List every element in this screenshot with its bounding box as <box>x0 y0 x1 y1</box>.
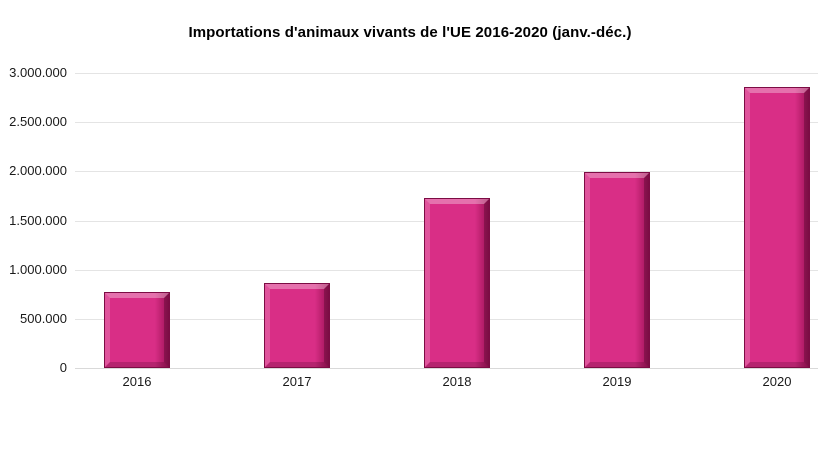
y-tick-label: 2.000.000 <box>9 163 67 178</box>
bar-2017 <box>264 283 330 368</box>
bar-2019 <box>584 172 650 368</box>
x-tick-label: 2019 <box>602 374 632 389</box>
y-tick-label: 1.500.000 <box>9 213 67 228</box>
y-tick-label: 3.000.000 <box>9 65 67 80</box>
x-tick-label: 2018 <box>442 374 472 389</box>
y-tick-label: 2.500.000 <box>9 114 67 129</box>
bar-2020 <box>744 87 810 368</box>
bar-2016 <box>104 292 170 368</box>
x-tick-label: 2017 <box>282 374 312 389</box>
y-gridline <box>75 73 818 74</box>
x-tick-label: 2016 <box>122 374 152 389</box>
y-tick-label: 500.000 <box>20 311 67 326</box>
x-tick-label: 2020 <box>762 374 792 389</box>
y-tick-label: 0 <box>59 360 67 375</box>
x-axis-line <box>75 368 818 369</box>
y-gridline <box>75 122 818 123</box>
bar-2018 <box>424 198 490 368</box>
y-gridline <box>75 171 818 172</box>
chart-title: Importations d'animaux vivants de l'UE 2… <box>188 24 632 41</box>
y-tick-label: 1.000.000 <box>9 262 67 277</box>
